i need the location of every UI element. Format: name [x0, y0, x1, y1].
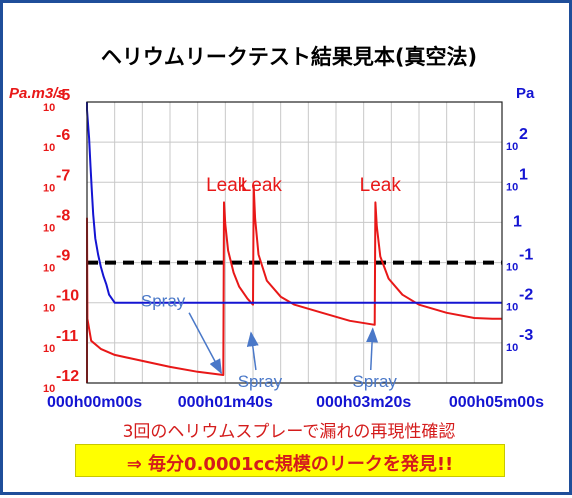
right-axis-tick-base: 10	[506, 342, 518, 354]
left-axis-tick-base: 10	[43, 263, 55, 275]
left-axis-tick-base: 10	[43, 182, 55, 194]
right-axis-tick-exponent: -3	[519, 327, 533, 344]
right-axis-tick-base: 10	[506, 181, 518, 193]
series-line-leak-rate	[86, 185, 502, 383]
right-axis-tick-base: 1	[513, 213, 522, 230]
x-axis-tick-label: 000h05m00s	[449, 394, 544, 411]
left-axis-tick-base: 10	[43, 222, 55, 234]
left-axis-tick-exponent: -7	[56, 167, 70, 184]
left-axis-tick-exponent: -8	[56, 207, 70, 224]
right-axis-tick-exponent: 2	[519, 126, 528, 143]
spray-label: Spray	[141, 292, 186, 311]
x-axis-tick-label: 000h03m20s	[316, 394, 411, 411]
spray-arrow	[246, 331, 259, 371]
left-axis-tick-exponent: -5	[56, 87, 70, 104]
conclusion-banner: ⇒ 毎分0.0001cc規模のリークを発見!!	[75, 444, 505, 477]
spray-label: Spray	[238, 372, 283, 391]
right-axis-tick-exponent: -1	[519, 247, 533, 264]
left-axis-tick-base: 10	[43, 102, 55, 114]
series-line-pressure	[86, 102, 502, 304]
leak-label: Leak	[360, 175, 402, 196]
spray-arrow	[188, 312, 222, 375]
x-axis-tick-label: 000h00m00s	[47, 394, 142, 411]
left-axis-tick-exponent: -6	[56, 127, 70, 144]
right-axis-tick-exponent: 1	[519, 166, 528, 183]
leak-label: Leak	[241, 175, 283, 196]
right-axis-unit-label: Pa	[516, 85, 535, 102]
left-axis-tick-exponent: -11	[56, 328, 78, 345]
left-axis-tick-exponent: -10	[56, 288, 79, 305]
spray-label: Spray	[353, 372, 398, 391]
x-axis-tick-label: 000h01m40s	[178, 394, 273, 411]
chart-title: ヘリウムリークテスト結果見本(真空法)	[100, 45, 478, 69]
spray-arrow	[366, 327, 379, 371]
left-axis-tick-base: 10	[43, 142, 55, 154]
chart: Pa.m3/s Pa10-510-610-710-810-910-1010-111…	[9, 85, 544, 411]
right-axis-tick-base: 10	[506, 262, 518, 274]
left-axis-tick-exponent: -9	[56, 248, 70, 265]
left-axis-tick-base: 10	[43, 383, 55, 395]
conclusion-text: ⇒ 毎分0.0001cc規模のリークを発見!!	[126, 454, 454, 475]
left-axis-tick-exponent: -12	[56, 368, 79, 385]
left-axis-tick-base: 10	[43, 343, 55, 355]
left-axis-tick-base: 10	[43, 303, 55, 315]
right-axis-tick-exponent: -2	[519, 287, 533, 304]
right-axis-tick-base: 10	[506, 141, 518, 153]
chart-caption: 3回のヘリウムスプレーで漏れの再現性確認	[122, 422, 456, 442]
plot-area-border	[86, 101, 503, 384]
left-axis-unit-label: Pa.m3/s	[9, 85, 66, 102]
right-axis-tick-base: 10	[506, 302, 518, 314]
leak-label: Leak	[206, 175, 248, 196]
